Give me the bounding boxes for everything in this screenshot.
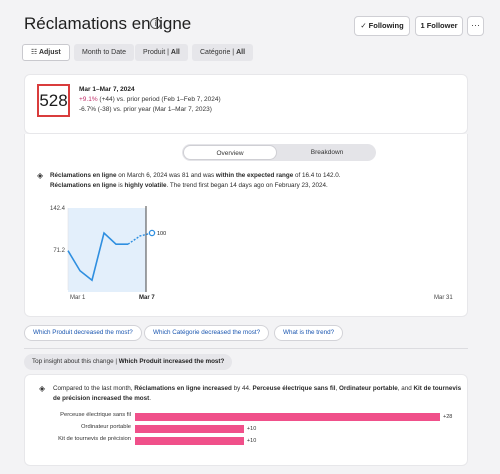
insight-text-bold: Ordinateur portable [338,385,398,392]
metric-value: 528 [37,84,70,117]
date-filter-chip[interactable]: Month to Date [74,44,134,61]
insight-text-part: , and [397,385,414,392]
produit-filter-value: All [170,49,180,56]
categorie-filter-value: All [236,49,246,56]
view-toggle: Overview Breakdown [182,144,376,161]
top-insight-prefix: Top insight about this change [32,358,114,365]
insight-volatility-label: highly volatile [124,182,167,189]
categorie-filter-chip[interactable]: Catégorie | All [192,44,254,61]
more-options-button[interactable]: ··· [467,16,484,36]
metric-period: Mar 1–Mar 7, 2024 [79,86,135,93]
series-line [67,231,128,282]
insight-icon: ◈ [37,171,44,180]
info-icon[interactable]: i [150,18,161,29]
top-insight-chip[interactable]: Top insight about this change | Which Pr… [24,354,233,370]
bar-value-label: +10 [246,438,257,444]
delta-prior-text: (+44) vs. prior period (Feb 1–Feb 7, 202… [97,96,221,103]
trend-line-chart: 142.4 71.2 Mar 1 Mar 7 Mar 31 100 [50,206,453,301]
bar-label: Ordinateur portable [81,424,131,430]
insight-text-part: by 44. [231,385,253,392]
page-title: Réclamations en ligne [24,14,192,33]
y-tick-label: 71.2 [53,248,65,254]
insight-metric-name: Réclamations en ligne [50,182,117,189]
insight-text-part: on March 6, 2024 was 81 and was [116,172,216,179]
x-tick-label: Mar 1 [70,295,86,301]
insight-text-part: of 16.4 to 142.0. [293,172,341,179]
series-end-point[interactable] [148,229,156,237]
page-header: Réclamations en ligne i ✓ Following 1 Fo… [0,0,500,44]
delta-prior-year: -6.7% (-38) vs. prior year (Mar 1–Mar 7,… [79,106,212,113]
contribution-bar[interactable] [135,437,244,445]
y-tick-label: 142.4 [50,206,66,212]
insight-metric-name: Réclamations en ligne [50,172,117,179]
section-divider [24,348,468,349]
following-button[interactable]: ✓ Following [354,16,410,36]
produit-filter-name: Produit [143,49,166,56]
insight-text-part: is [116,182,125,189]
insight-text-part: , [335,385,339,392]
contribution-bar[interactable] [135,425,244,433]
top-insight-card: ◈ Compared to the last month, Réclamatio… [24,374,468,466]
contribution-bar[interactable] [135,413,440,421]
insight-icon: ◈ [39,384,46,393]
insight-text-part: . The trend first began 14 days ago on F… [166,182,328,189]
insight-range-label: within the expected range [215,172,294,179]
summary-card: 528 Mar 1–Mar 7, 2024 +9.1% (+44) vs. pr… [24,74,468,134]
end-value-label: 100 [157,231,166,237]
tab-breakdown[interactable]: Breakdown [310,149,344,156]
series-group [67,229,156,282]
bar-label: Kit de tournevis de précision [58,436,131,442]
delta-prior-period: +9.1% (+44) vs. prior period (Feb 1–Feb … [79,96,221,103]
x-tick-label: Mar 31 [434,295,453,301]
insight-text-part: Compared to the last month, [53,385,135,392]
sliders-icon: ☷ [31,49,38,56]
insight-text: Réclamations en ligne on March 6, 2024 w… [50,171,450,191]
top-insight-question: Which Produit increased the most? [118,358,225,365]
bar-label: Perceuse électrique sans fil [60,412,131,418]
tab-overview[interactable]: Overview [183,145,277,160]
series-line-projection [127,232,153,245]
question-chip[interactable]: Which Catégorie decreased the most? [144,325,270,341]
delta-prior-pct: +9.1% [79,96,98,103]
follower-button[interactable]: 1 Follower [415,16,463,36]
top-insight-text: Compared to the last month, Réclamations… [53,384,463,404]
chart-highlight-range [68,208,146,292]
insight-text-bold: Réclamations en ligne increased [134,385,232,392]
bar-value-label: +28 [443,414,453,420]
produit-filter-chip[interactable]: Produit | All [135,44,188,61]
adjust-button[interactable]: ☷ Adjust [22,44,70,61]
insight-text-bold: Kit de tournevis de précision increased … [53,385,462,402]
categorie-filter-name: Catégorie [200,49,231,56]
question-chip[interactable]: Which Produit decreased the most? [24,325,142,341]
bar-value-label: +10 [246,426,257,432]
x-tick-label: Mar 7 [139,295,155,301]
question-chip[interactable]: What is the trend? [274,325,344,341]
adjust-label: Adjust [38,49,61,56]
insight-text-bold: Perceuse électrique sans fil [252,385,336,392]
insight-text-part: . [149,395,151,402]
